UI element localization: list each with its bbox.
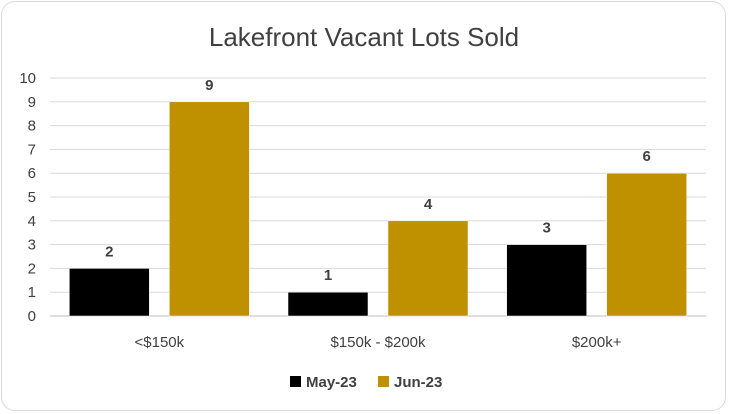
x-tick-label: <$150k bbox=[135, 334, 185, 351]
y-tick-label: 7 bbox=[28, 141, 36, 158]
y-tick-label: 4 bbox=[28, 213, 36, 230]
x-tick-label: $150k - $200k bbox=[330, 334, 426, 351]
chart-title: Lakefront Vacant Lots Sold bbox=[209, 22, 519, 52]
data-label: 6 bbox=[642, 148, 650, 165]
y-tick-label: 0 bbox=[28, 308, 36, 325]
y-tick-label: 3 bbox=[28, 237, 36, 254]
y-axis: 0 1 2 3 4 5 6 7 8 9 10 bbox=[19, 70, 36, 325]
data-label: 1 bbox=[324, 267, 332, 284]
bar-jun-23-0 bbox=[169, 101, 250, 317]
data-label: 4 bbox=[424, 196, 433, 213]
data-label: 2 bbox=[105, 243, 113, 260]
data-labels: 2 9 1 4 3 6 bbox=[105, 77, 651, 284]
legend-label: Jun-23 bbox=[394, 374, 442, 391]
y-tick-label: 5 bbox=[28, 189, 36, 206]
x-axis: <$150k $150k - $200k $200k+ bbox=[135, 334, 622, 351]
bar-jun-23-2 bbox=[606, 172, 687, 317]
legend-label: May-23 bbox=[306, 374, 357, 391]
bar-may-23-0 bbox=[69, 268, 150, 317]
legend: May-23 Jun-23 bbox=[290, 374, 442, 391]
bars bbox=[69, 101, 687, 317]
gridlines bbox=[50, 77, 706, 317]
data-label: 9 bbox=[205, 77, 213, 94]
data-label: 3 bbox=[542, 220, 550, 237]
bar-may-23-1 bbox=[287, 291, 369, 317]
bar-jun-23-1 bbox=[387, 220, 469, 317]
legend-swatch bbox=[378, 376, 389, 387]
y-tick-label: 6 bbox=[28, 165, 36, 182]
bar-may-23-2 bbox=[506, 244, 587, 317]
x-tick-label: $200k+ bbox=[572, 334, 622, 351]
y-tick-label: 10 bbox=[19, 70, 36, 87]
y-tick-label: 9 bbox=[28, 94, 36, 111]
y-tick-label: 1 bbox=[28, 284, 36, 301]
y-tick-label: 2 bbox=[28, 260, 36, 277]
y-tick-label: 8 bbox=[28, 118, 36, 135]
legend-swatch bbox=[290, 376, 301, 387]
